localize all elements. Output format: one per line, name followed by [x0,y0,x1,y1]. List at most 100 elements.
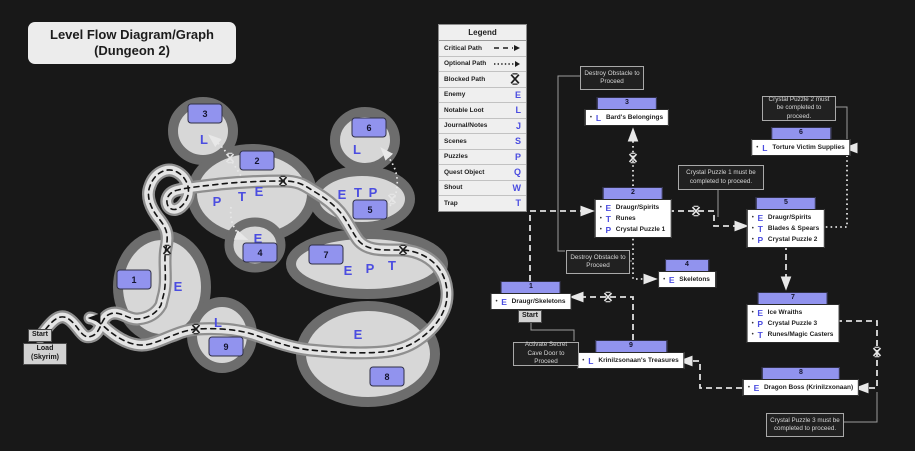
legend-item-blocked-path: Blocked Path [439,72,526,88]
puzzle-letter-icon: P [757,318,764,329]
critical-path-icon [494,45,520,52]
room-letter: T [354,185,362,200]
map-load-line2: (Skyrim) [30,353,59,361]
page-title: Level Flow Diagram/Graph (Dungeon 2) [28,22,236,64]
note-connector-secret [530,323,575,341]
room-badge-6: 6 [351,117,387,138]
room-letter: E [354,327,363,342]
room-badge-number: 8 [384,372,389,382]
node-item-text: Crystal Puzzle 1 [615,226,666,234]
legend-label: Scenes [444,137,467,145]
trap-letter-icon: T [757,329,763,340]
legend-item-notable-loot: Notable Loot L [439,103,526,119]
legend-label: Shout [444,184,463,192]
flow-node-1[interactable]: 1 • E Draugr/Skeletons [490,281,572,311]
flow-connector-7-8 [836,320,878,394]
flow-node-number: 8 [761,367,840,381]
flow-node-2[interactable]: 2 • E Draugr/Spirits • T Runes • P Crystal Puz… [594,187,672,239]
legend-label: Quest Object [444,168,485,176]
legend-label: Blocked Path [444,75,486,83]
node-item-text: Draugr/Spirits [767,214,812,222]
optional-path-icon [494,60,520,67]
flow-connector-9-1 [569,291,634,340]
room-letter: T [388,258,396,273]
legend-label: Puzzles [444,153,468,161]
legend-item-optional-path: Optional Path [439,57,526,72]
enemy-letter-icon: E [757,307,764,318]
legend-title: Legend [439,25,526,41]
flow-node-7[interactable]: 7 • E Ice Wraiths • P Crystal Puzzle 3 • T Run… [746,292,840,344]
trap-letter-icon: T [757,223,763,234]
note-connector-destroy [557,75,582,252]
enemy-letter-icon: E [501,296,507,307]
node-item-text: Runes [615,215,636,223]
note-crystal-puzzle-1: Crystal Puzzle 1 must be completed to pr… [678,165,764,190]
page-title-line1: Level Flow Diagram/Graph [50,26,214,42]
room-letter: E [344,263,353,278]
flow-node-4[interactable]: 4 • E Skeletons [658,259,716,289]
node-item-text: Skeletons [679,276,710,284]
room-letter: P [366,261,375,276]
node-item-text: Torture Victim Supplies [772,144,845,152]
legend-panel: Legend Critical Path Optional Path Block… [438,24,527,212]
room-badge-number: 7 [323,250,328,260]
room-badge-number: 2 [254,156,259,166]
room-badge-9: 9 [208,336,244,357]
loot-letter-icon: L [762,142,768,153]
flow-node-number: 4 [664,259,709,273]
room-letter: E [338,187,347,202]
flowchart-connectors [529,75,882,423]
puzzles-letter-icon: P [514,151,521,162]
note-destroy-obstacle-mid: Destroy Obstacle to Proceed [566,250,630,274]
journal-letter-icon: J [515,120,521,131]
map-start-box: Start [28,329,52,342]
flow-node-3[interactable]: 3 • L Bard's Belongings [584,97,670,127]
node-item-text: Ice Wraiths [767,309,803,317]
flow-node-number: 3 [597,97,657,111]
note-connector-cp3 [838,392,878,423]
room-badge-number: 6 [366,123,371,133]
legend-label: Enemy [444,91,466,99]
flowchart-start-box: Start [518,310,542,323]
flow-node-5[interactable]: 5 • E Draugr/Spirits • T Blades & Spears • P C… [746,197,826,249]
flow-connector-1-2 [529,205,595,281]
flow-node-9[interactable]: 9 • L Krinilzsonaan's Treasures [577,340,685,370]
blocked-x-icon [510,73,520,85]
loot-letter-icon: L [595,112,602,123]
room-badge-4: 4 [242,242,278,263]
node-item-text: Runes/Magic Casters [767,331,834,339]
flow-node-8[interactable]: 8 • E Dragon Boss (Krinilzxonaan) [742,367,860,397]
legend-item-puzzles: Puzzles P [439,150,526,165]
node-item-text: Draugr/Spirits [615,204,660,212]
flow-node-number: 5 [755,197,816,211]
legend-label: Journal/Notes [444,122,488,130]
enemy-letter-icon: E [668,274,675,285]
scenes-letter-icon: S [514,136,521,147]
room-letter: E [255,184,264,199]
loot-letter-icon: L [588,355,594,366]
map-load-line1: Load [36,345,54,352]
node-item-text: Dragon Boss (Krinilzxonaan) [763,384,854,392]
trap-letter-icon: T [515,198,522,209]
quest-letter-icon: Q [513,167,521,178]
room-letter: T [238,189,246,204]
flow-node-number: 9 [594,340,667,354]
room-letter: P [213,194,222,209]
legend-label: Notable Loot [444,106,484,114]
node-item-text: Krinilzsonaan's Treasures [598,357,679,365]
node-item-text: Bard's Belongings [605,114,664,122]
room-badge-8: 8 [369,366,405,387]
room-badge-5: 5 [352,199,388,220]
legend-item-quest-object: Quest Object Q [439,165,526,181]
legend-item-critical-path: Critical Path [439,41,526,57]
page-title-line2: (Dungeon 2) [94,43,170,58]
map-room-letters: E P T E L E E T P L E P T E L [174,132,396,342]
room-letter: E [254,231,263,246]
room-badge-1: 1 [116,269,152,290]
room-badge-7: 7 [308,244,344,265]
flow-connector-2-5 [668,210,749,232]
flow-node-6[interactable]: 6 • L Torture Victim Supplies [751,127,851,157]
loot-letter-icon: L [515,105,522,116]
room-badge-2: 2 [239,150,275,171]
